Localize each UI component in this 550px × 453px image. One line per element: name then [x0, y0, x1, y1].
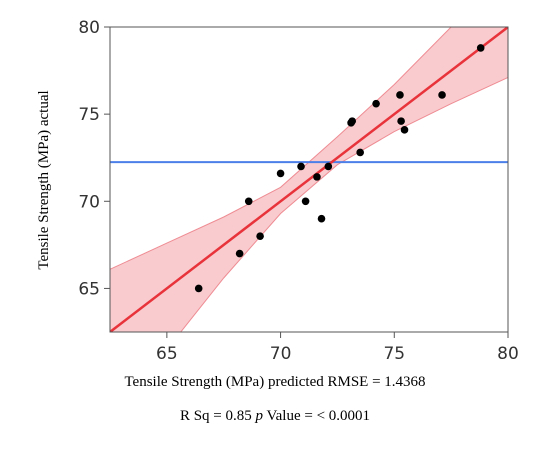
data-point	[438, 91, 446, 99]
fit-line	[110, 27, 508, 332]
data-point	[244, 197, 253, 206]
data-point	[256, 232, 264, 240]
x-axis: 65 70 75 80	[156, 332, 519, 364]
data-point	[348, 117, 357, 125]
y-axis: 65 70 75 80	[78, 18, 110, 299]
r-squared-text: R Sq = 0.85	[179, 408, 252, 424]
x-tick-label: 80	[497, 344, 519, 364]
y-tick-label: 75	[78, 105, 100, 125]
data-point	[356, 148, 364, 157]
data-point	[397, 117, 405, 125]
x-tick-label: 65	[156, 344, 178, 364]
data-point	[194, 284, 203, 293]
data-point	[372, 99, 380, 108]
x-tick-label: 75	[383, 344, 405, 364]
p-symbol: p	[255, 408, 264, 424]
data-point	[276, 169, 285, 178]
data-point	[313, 173, 321, 181]
data-point	[476, 44, 485, 52]
y-tick-label: 80	[78, 18, 100, 38]
stats-caption: R Sq = 0.85 p Value = < 0.0001	[0, 408, 550, 425]
data-point	[301, 197, 310, 206]
y-tick-label: 70	[78, 192, 100, 212]
p-value-text: Value = < 0.0001	[266, 408, 371, 424]
data-point	[297, 162, 305, 171]
data-point	[235, 249, 244, 258]
y-tick-label: 65	[78, 279, 100, 299]
data-point	[400, 126, 409, 134]
data-point	[324, 162, 333, 171]
x-axis-title: Tensile Strength (MPa) predicted RMSE = …	[124, 374, 426, 390]
y-axis-title: Tensile Strength (MPa) actual	[36, 90, 52, 269]
data-point	[317, 214, 326, 223]
confidence-band-lower-edge	[180, 77, 508, 332]
plot-frame	[109, 26, 509, 333]
x-tick-label: 70	[270, 344, 292, 364]
data-point	[396, 91, 404, 99]
